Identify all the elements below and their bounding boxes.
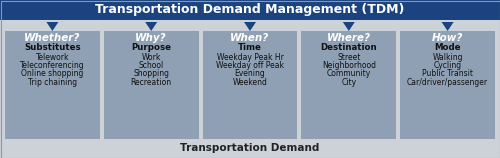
Bar [5,31,100,139]
Text: Weekday off Peak: Weekday off Peak [216,61,284,70]
Text: Work: Work [142,52,161,61]
Text: Transportation Demand: Transportation Demand [180,143,320,153]
Text: Weekend: Weekend [232,78,268,87]
Bar [202,31,298,139]
Text: How?: How? [432,33,464,43]
Text: Time: Time [238,43,262,52]
Text: Why?: Why? [136,33,167,43]
Bar [0,0,500,20]
Bar [400,31,495,139]
Text: When?: When? [230,33,270,43]
Text: Recreation: Recreation [130,78,172,87]
Polygon shape [442,22,454,31]
Text: Walking: Walking [432,52,463,61]
Polygon shape [244,22,256,31]
Text: Cycling: Cycling [434,61,462,70]
Text: Destination: Destination [320,43,377,52]
Text: Substitutes: Substitutes [24,43,80,52]
Text: Trip chaining: Trip chaining [28,78,77,87]
Polygon shape [145,22,157,31]
Text: Online shopping: Online shopping [21,70,84,79]
Text: Community: Community [326,70,371,79]
Text: Shopping: Shopping [133,70,169,79]
Text: City: City [341,78,356,87]
Text: Weekday Peak Hr: Weekday Peak Hr [216,52,284,61]
Bar [104,31,198,139]
Text: Teleconferencing: Teleconferencing [20,61,84,70]
Text: Telework: Telework [36,52,69,61]
Bar [302,31,396,139]
Text: Evening: Evening [234,70,266,79]
Text: Neighborhood: Neighborhood [322,61,376,70]
Text: Street: Street [337,52,360,61]
Text: School: School [138,61,164,70]
Text: Purpose: Purpose [131,43,171,52]
Polygon shape [46,22,58,31]
Text: Mode: Mode [434,43,461,52]
Text: Public Transit: Public Transit [422,70,473,79]
Text: Whether?: Whether? [24,33,80,43]
Text: Transportation Demand Management (TDM): Transportation Demand Management (TDM) [96,3,405,16]
Text: Car/driver/passenger: Car/driver/passenger [407,78,488,87]
Polygon shape [343,22,355,31]
Text: Where?: Where? [327,33,371,43]
